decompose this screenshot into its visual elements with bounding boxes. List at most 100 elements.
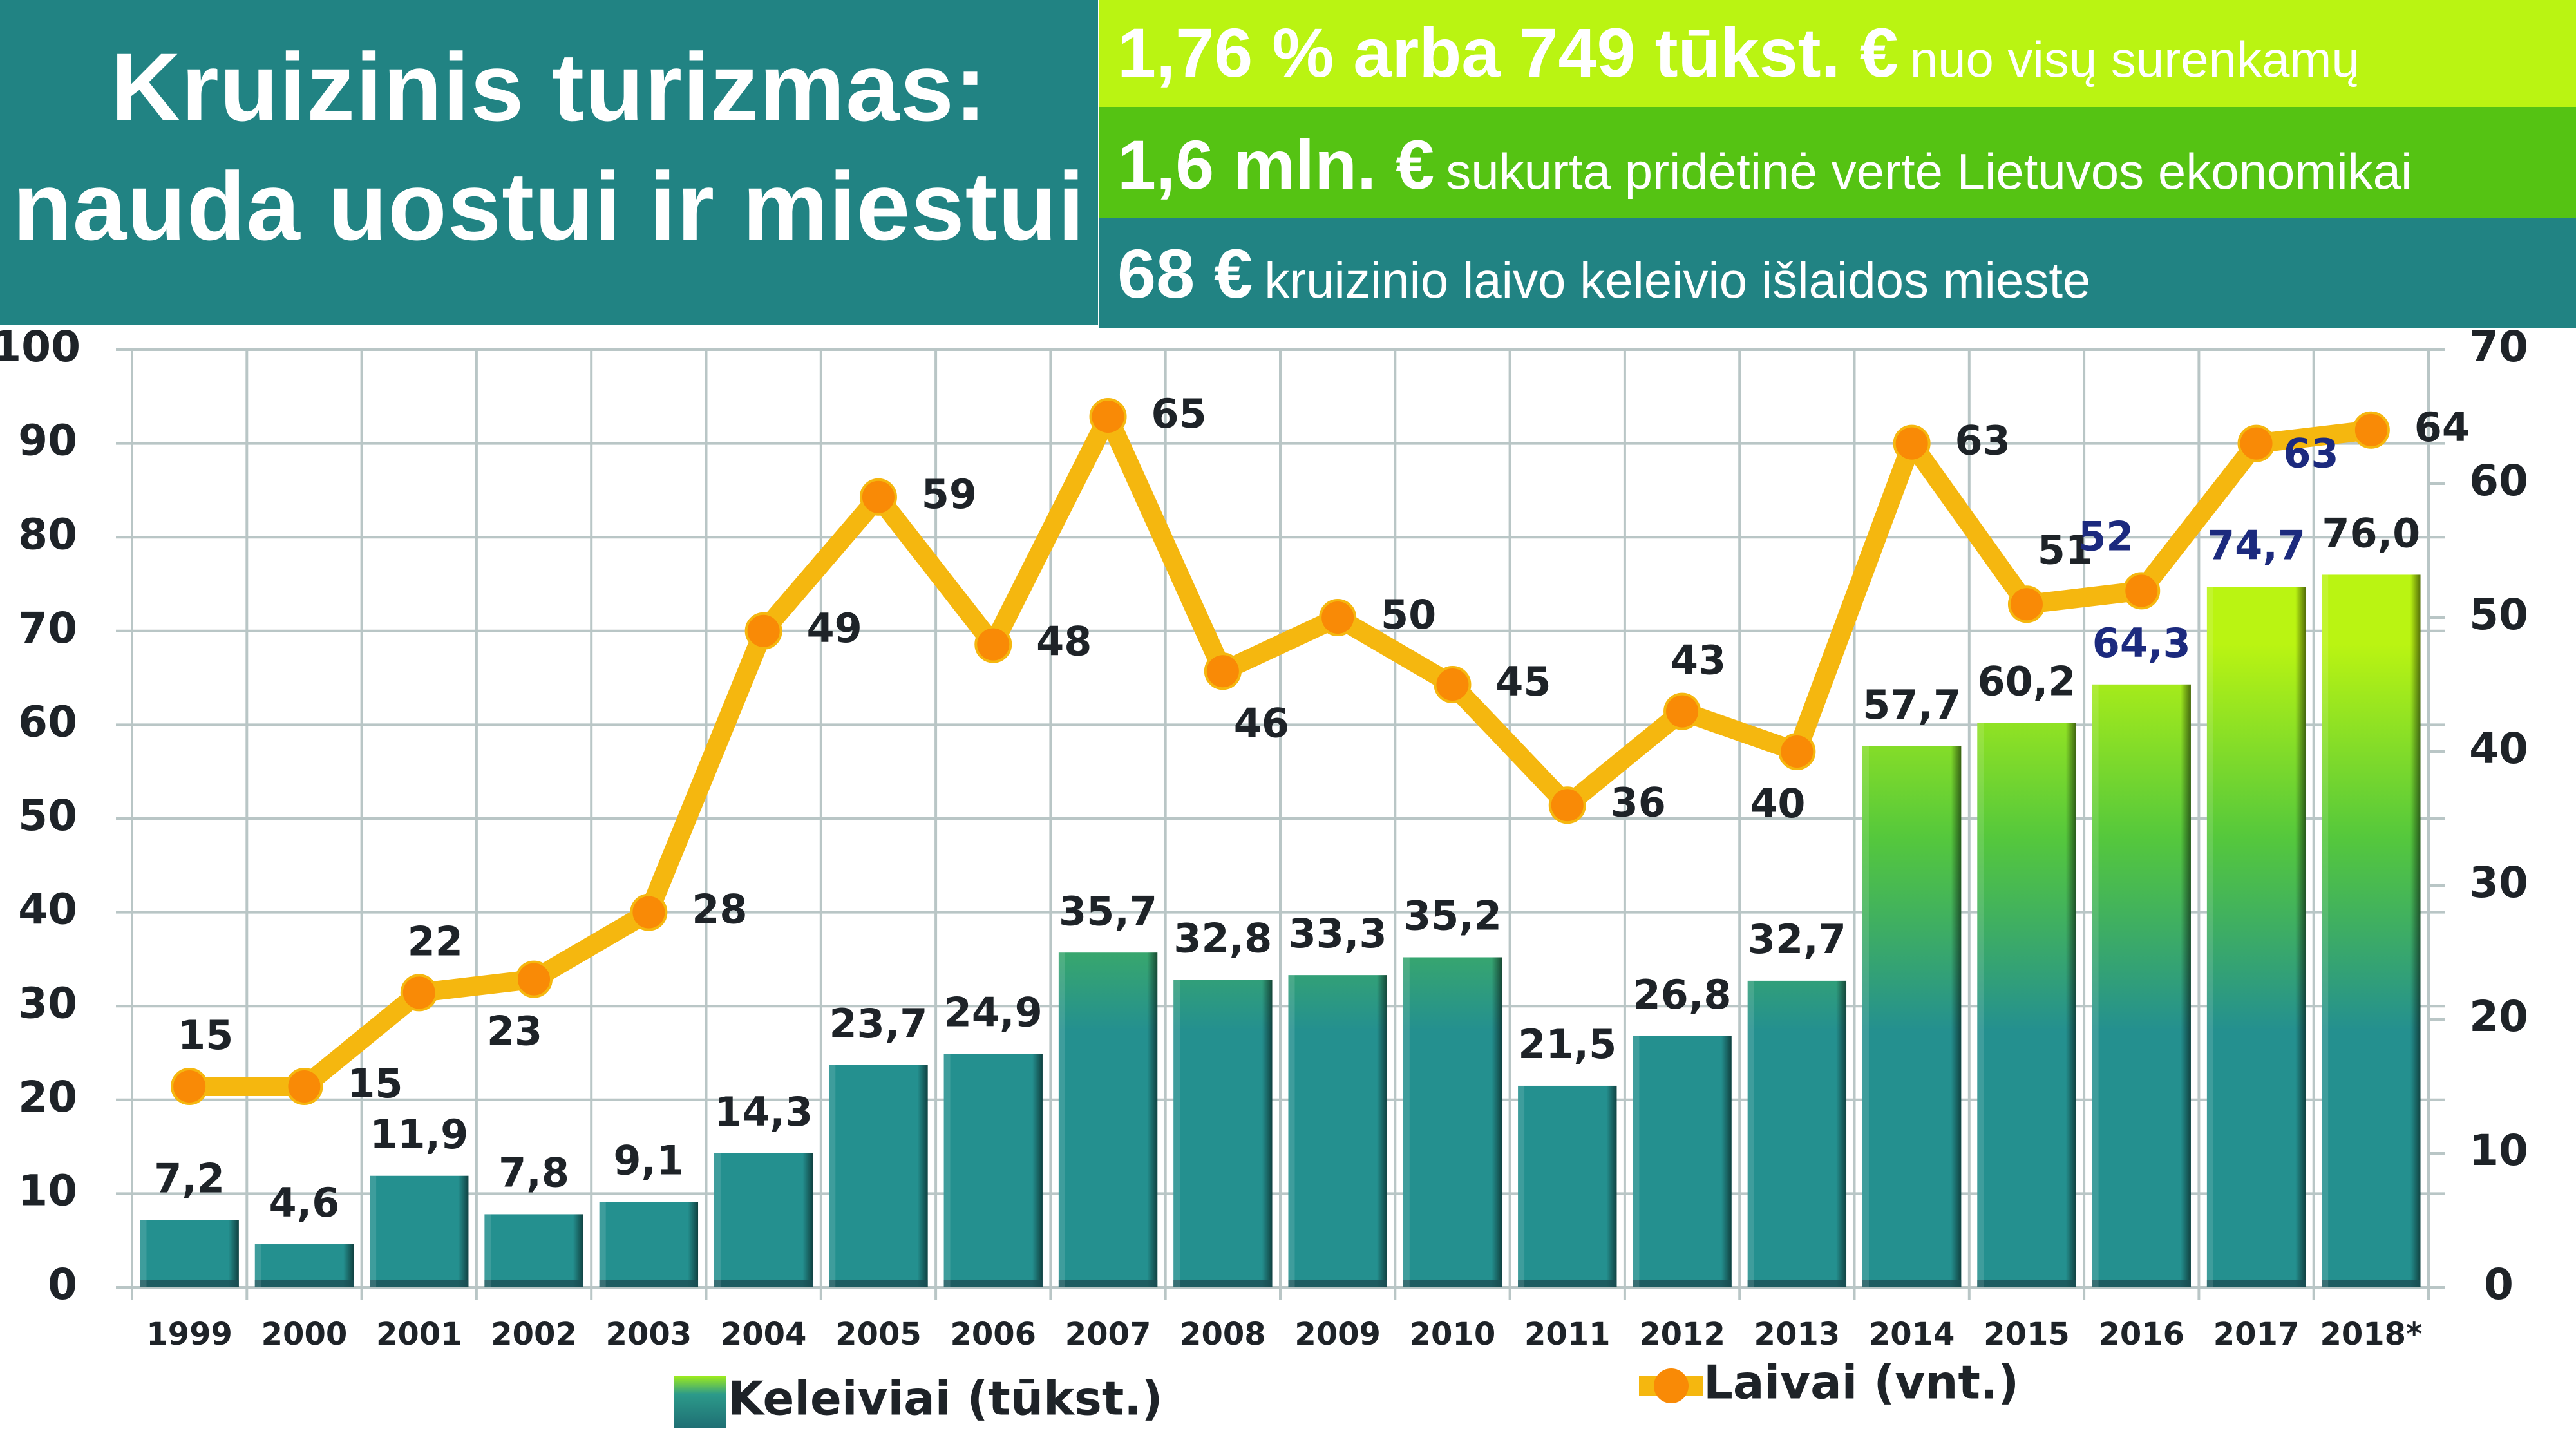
- bar-body: [1173, 980, 1273, 1287]
- line-marker: [744, 612, 782, 650]
- y-right-tick-label: 10: [2469, 1126, 2528, 1175]
- bar-bevel-left: [2206, 587, 2213, 1288]
- bar-value-label: 7,8: [498, 1150, 569, 1197]
- bar: [599, 1202, 699, 1287]
- title-line-1: Kruizinis turizmas:: [111, 33, 987, 141]
- y-left-tick-label: 80: [18, 509, 77, 559]
- bar-bevel-left: [1403, 957, 1410, 1287]
- y-left-tick-label: 50: [18, 791, 77, 840]
- x-tick-label: 2000: [261, 1316, 348, 1352]
- bar-bevel-left: [714, 1153, 721, 1287]
- y-right-tick-label: 30: [2469, 858, 2528, 907]
- x-tick-label: 2018*: [2320, 1316, 2422, 1352]
- bar-bevel-bottom: [1288, 1280, 1387, 1287]
- bar-bevel-right: [1376, 975, 1387, 1287]
- bar-bevel-bottom: [1862, 1280, 1962, 1287]
- bar-body: [370, 1175, 469, 1287]
- bar-bevel-bottom: [714, 1280, 813, 1287]
- line-value-label: 22: [408, 918, 463, 965]
- x-tick-label: 2005: [835, 1316, 922, 1352]
- legend-label-keleiviai: Keleiviai (tūkst.): [728, 1372, 1163, 1426]
- y-right-tick-label: 40: [2469, 724, 2528, 773]
- line-value-label: 51: [2038, 526, 2093, 573]
- bar-value-label: 24,9: [944, 989, 1043, 1036]
- line-marker: [1204, 652, 1242, 690]
- bar-bevel-right: [2180, 684, 2191, 1287]
- line-value-label: 28: [692, 886, 747, 933]
- legend-swatch-keleiviai: [674, 1376, 726, 1428]
- bar: [1173, 980, 1273, 1287]
- bar-bevel-bottom: [1173, 1280, 1273, 1287]
- bar-bevel-left: [1058, 952, 1065, 1287]
- line-marker: [171, 1068, 209, 1105]
- line-marker: [630, 893, 668, 931]
- bar-bevel-right: [1492, 957, 1502, 1287]
- bar-body: [599, 1202, 699, 1287]
- bar-bevel-bottom: [943, 1280, 1043, 1287]
- bar-value-label: 23,7: [829, 1000, 927, 1047]
- fact-highlight: 1,76 % arba 749 tūkst. €: [1117, 14, 1899, 91]
- x-tick-label: 2014: [1869, 1316, 1955, 1352]
- bar-bevel-left: [2092, 684, 2099, 1287]
- legend-label-laivai: Laivai (vnt.): [1703, 1356, 2019, 1410]
- fact-highlight: 68 €: [1117, 234, 1253, 312]
- fact-panel-tax: 1,76 % arba 749 tūkst. € nuo visų surenka…: [1099, 0, 2576, 107]
- axes: 0 10 20 30 40 50 60 70 80 90 100 0 10 20 30 40 50 60 70 199…: [0, 322, 2528, 1352]
- bar-bevel-bottom: [2092, 1280, 2191, 1287]
- title-block: Kruizinis turizmas: nauda uostui ir mies…: [0, 0, 1098, 325]
- y-left-tick-label: 90: [18, 416, 77, 466]
- bar-body: [1977, 723, 2076, 1287]
- bar-bevel-right: [688, 1202, 699, 1287]
- bar-bevel-left: [2322, 574, 2329, 1288]
- line-value-label: 63: [2283, 430, 2338, 477]
- line-marker: [859, 478, 897, 516]
- bar-value-label: 76,0: [2322, 510, 2420, 557]
- bar-bevel-left: [254, 1244, 261, 1287]
- bar-body: [714, 1153, 813, 1287]
- y-right-tick-label: 70: [2469, 322, 2528, 372]
- line-marker: [1548, 786, 1586, 824]
- bar-body: [1633, 1036, 1732, 1287]
- bar-bevel-right: [458, 1175, 469, 1287]
- bar: [1288, 975, 1387, 1287]
- bar-series: [140, 574, 2421, 1288]
- y-left-tick-label: 30: [18, 978, 77, 1028]
- fact-panel-spending: 68 € kruizinio laivo keleivio išlaidos mi…: [1099, 218, 2576, 328]
- y-left-tick-label: 20: [18, 1072, 77, 1122]
- line-marker: [2007, 585, 2045, 623]
- fact-text: nuo visų surenkamų: [1909, 31, 2360, 88]
- bar: [943, 1054, 1043, 1287]
- bar-bevel-right: [228, 1220, 239, 1287]
- bar-bevel-right: [343, 1244, 354, 1287]
- bar-bevel-bottom: [1518, 1280, 1617, 1287]
- line-marker: [2352, 411, 2390, 449]
- y-left-tick-label: 60: [18, 697, 77, 746]
- x-tick-label: 2009: [1294, 1316, 1381, 1352]
- line-marker: [1089, 398, 1127, 435]
- bar-value-label: 57,7: [1862, 681, 1961, 728]
- fact-text: kruizinio laivo keleivio išlaidos mieste: [1264, 252, 2091, 308]
- x-tick-label: 2012: [1639, 1316, 1725, 1352]
- bar-value-label: 7,2: [154, 1155, 225, 1202]
- bar-body: [1747, 980, 1847, 1287]
- bar: [484, 1214, 583, 1287]
- line-value-label: 49: [807, 605, 862, 652]
- bar-bevel-bottom: [2206, 1280, 2306, 1287]
- bar-bevel-left: [1288, 975, 1295, 1287]
- bar-bevel-bottom: [1403, 1280, 1502, 1287]
- fact-text: sukurta pridėtinė vertė Lietuvos ekonomi…: [1446, 143, 2412, 200]
- y-left-tick-label: 100: [0, 322, 80, 372]
- bar: [714, 1153, 813, 1287]
- bar-bevel-left: [1633, 1036, 1640, 1287]
- line-value-label: 50: [1381, 591, 1436, 638]
- line-marker: [2237, 424, 2275, 462]
- y-left-tick-label: 40: [18, 885, 77, 934]
- bar-body: [1058, 952, 1158, 1287]
- line-value-label: 52: [2078, 513, 2134, 560]
- y-right-tick-label: 60: [2469, 456, 2528, 506]
- bar-value-label: 32,8: [1173, 915, 1272, 962]
- bar-value-label: 21,5: [1518, 1021, 1616, 1068]
- bar-bevel-bottom: [2322, 1280, 2421, 1287]
- bar-bevel-right: [917, 1065, 928, 1287]
